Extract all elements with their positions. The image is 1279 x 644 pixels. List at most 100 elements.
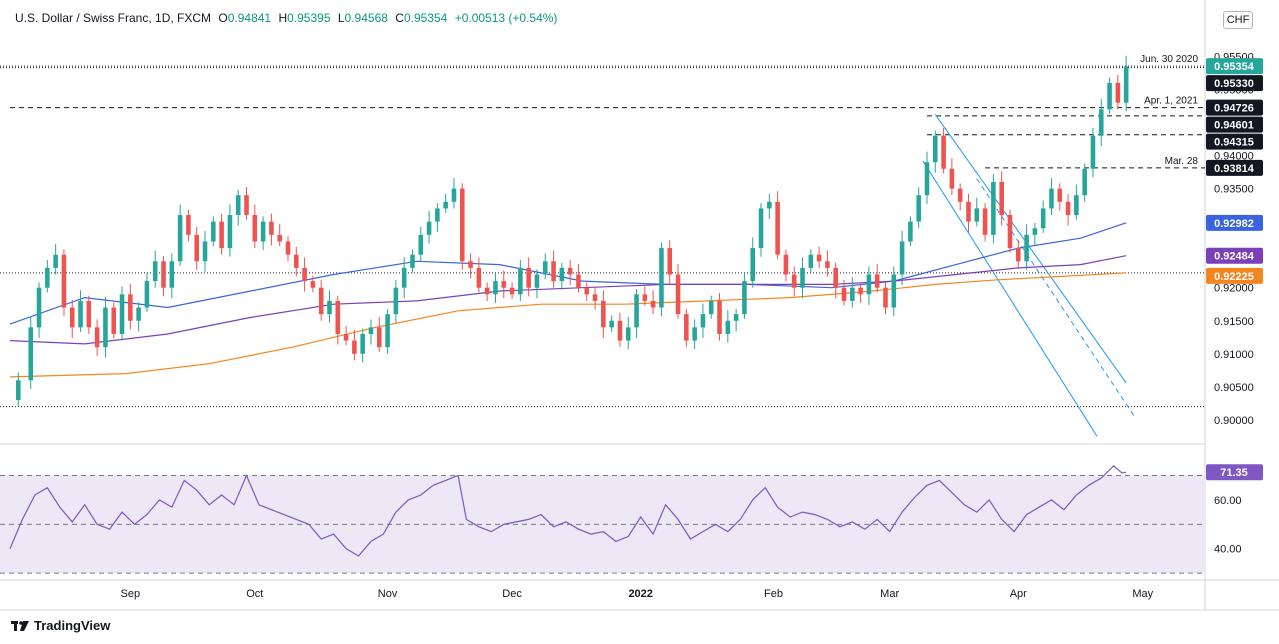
close-value: 0.95354 (403, 11, 448, 25)
brand-logo[interactable]: TradingView (11, 618, 110, 633)
candle-body (692, 327, 697, 341)
x-tick-label: Oct (246, 588, 263, 600)
rsi-tick-label: 40.00 (1214, 544, 1242, 556)
candle-body (609, 320, 614, 328)
candle-body (518, 267, 523, 295)
candle-body (858, 287, 863, 295)
candle-body (559, 267, 565, 282)
candle-body (377, 327, 382, 348)
candle-body (152, 261, 158, 282)
candle-body (501, 281, 507, 288)
price-label-bg (1206, 116, 1263, 133)
candle-body (916, 195, 921, 222)
candle-body (924, 162, 930, 196)
x-tick-label: Dec (502, 588, 522, 600)
candle-body (816, 254, 822, 262)
candle-body (69, 307, 75, 328)
ma-label-bg (1206, 214, 1263, 231)
currency-badge[interactable]: CHF (1223, 11, 1253, 29)
candle-body (783, 254, 789, 275)
candle-body (584, 287, 590, 295)
candle-body (194, 234, 200, 262)
rsi-value-label: 71.35 (1220, 467, 1248, 479)
x-tick-label: May (1132, 588, 1153, 600)
candle-body (318, 287, 324, 315)
candle-body (484, 287, 490, 295)
price-label: 0.93814 (1214, 163, 1255, 175)
candle-body (94, 327, 100, 348)
candle-body (1024, 234, 1029, 262)
candle-body (534, 274, 540, 288)
candle-body (991, 181, 996, 235)
candle-body (28, 327, 34, 381)
candle-body (717, 300, 722, 334)
candle-body (708, 300, 714, 315)
price-label-bg (1206, 58, 1263, 75)
candle-body (1040, 208, 1046, 229)
price-label: 0.94601 (1214, 120, 1254, 132)
candle-body (509, 287, 515, 295)
ma-label-bg (1206, 267, 1263, 284)
candle-body (999, 181, 1004, 216)
candle-body (1098, 109, 1104, 136)
candle-body (592, 294, 598, 301)
high-value: 0.95395 (287, 11, 331, 25)
candle-body (675, 274, 681, 315)
candle-body (742, 281, 747, 315)
moving-average-line (9, 222, 1127, 325)
candle-body (899, 241, 905, 275)
candle-body (974, 208, 980, 222)
candle-body (650, 300, 656, 308)
moving-average-line (9, 272, 1127, 378)
candle-body (883, 287, 888, 308)
candle-body (36, 287, 42, 328)
rsi-series-line (9, 464, 1127, 557)
candle-body (642, 294, 648, 301)
candle-body (435, 208, 440, 222)
candle-body (61, 254, 67, 308)
x-tick-label: Nov (378, 588, 398, 600)
candle-body (1107, 82, 1112, 110)
candle-body (725, 320, 731, 334)
candle-body (758, 208, 764, 249)
candle-body (45, 267, 50, 288)
candle-body (1090, 135, 1096, 169)
candle-body (410, 254, 415, 268)
candle-body (941, 135, 946, 169)
rsi-line (9, 464, 1127, 557)
candle-body (16, 380, 21, 401)
candle-body (1015, 248, 1021, 262)
candle-body (1082, 168, 1087, 196)
candle-body (244, 195, 249, 216)
candle-body (128, 294, 133, 321)
candle-body (401, 267, 407, 288)
candle-body (343, 333, 349, 341)
candle-body (775, 201, 780, 255)
candle-body (211, 221, 216, 242)
candle-body (169, 261, 175, 288)
candle-body (850, 287, 855, 301)
candle-body (1074, 195, 1079, 216)
candle-body (891, 274, 897, 308)
candle-body (111, 307, 117, 334)
candle-body (335, 300, 341, 334)
candle-body (327, 300, 332, 315)
candle-body (767, 201, 772, 209)
y-tick-label: 0.92000 (1214, 283, 1254, 295)
candle-body (1007, 215, 1013, 249)
candle-body (393, 287, 399, 315)
level-annotation: Mar. 28 (1165, 156, 1199, 167)
price-label: 0.94726 (1214, 103, 1254, 115)
candle-body (567, 267, 573, 275)
level-annotation: Jun. 30 2020 (1140, 54, 1198, 65)
candle-body (86, 300, 92, 328)
candle-body (202, 241, 208, 262)
price-label-bg (1206, 99, 1263, 116)
candle-body (451, 188, 457, 202)
y-tick-label: 0.90000 (1214, 415, 1254, 427)
candle-body (136, 307, 141, 321)
candle-body (1057, 188, 1063, 202)
candle-body (235, 195, 241, 216)
low-label: L (337, 11, 345, 25)
